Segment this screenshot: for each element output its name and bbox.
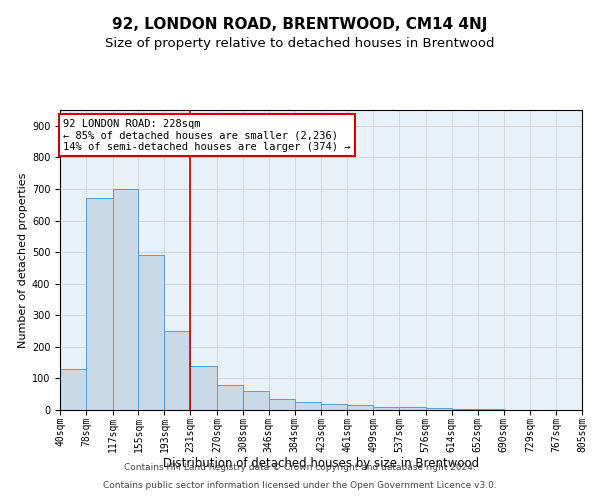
Bar	[347, 406, 373, 410]
Text: Contains public sector information licensed under the Open Government Licence v3: Contains public sector information licen…	[103, 481, 497, 490]
Y-axis label: Number of detached properties: Number of detached properties	[17, 172, 28, 348]
Text: Contains HM Land Registry data © Crown copyright and database right 2024.: Contains HM Land Registry data © Crown c…	[124, 464, 476, 472]
Bar	[373, 407, 399, 410]
Bar	[322, 404, 347, 410]
Bar	[113, 189, 139, 410]
Bar	[295, 402, 322, 410]
Bar	[60, 369, 86, 410]
Bar	[86, 198, 113, 410]
Bar	[426, 408, 452, 410]
Bar	[139, 256, 164, 410]
Bar	[399, 408, 426, 410]
Text: 92, LONDON ROAD, BRENTWOOD, CM14 4NJ: 92, LONDON ROAD, BRENTWOOD, CM14 4NJ	[112, 18, 488, 32]
X-axis label: Distribution of detached houses by size in Brentwood: Distribution of detached houses by size …	[163, 457, 479, 470]
Bar	[217, 384, 243, 410]
Bar	[269, 399, 295, 410]
Text: Size of property relative to detached houses in Brentwood: Size of property relative to detached ho…	[105, 38, 495, 51]
Bar	[164, 331, 190, 410]
Bar	[190, 366, 217, 410]
Bar	[243, 391, 269, 410]
Text: 92 LONDON ROAD: 228sqm
← 85% of detached houses are smaller (2,236)
14% of semi-: 92 LONDON ROAD: 228sqm ← 85% of detached…	[64, 118, 351, 152]
Bar	[452, 409, 478, 410]
